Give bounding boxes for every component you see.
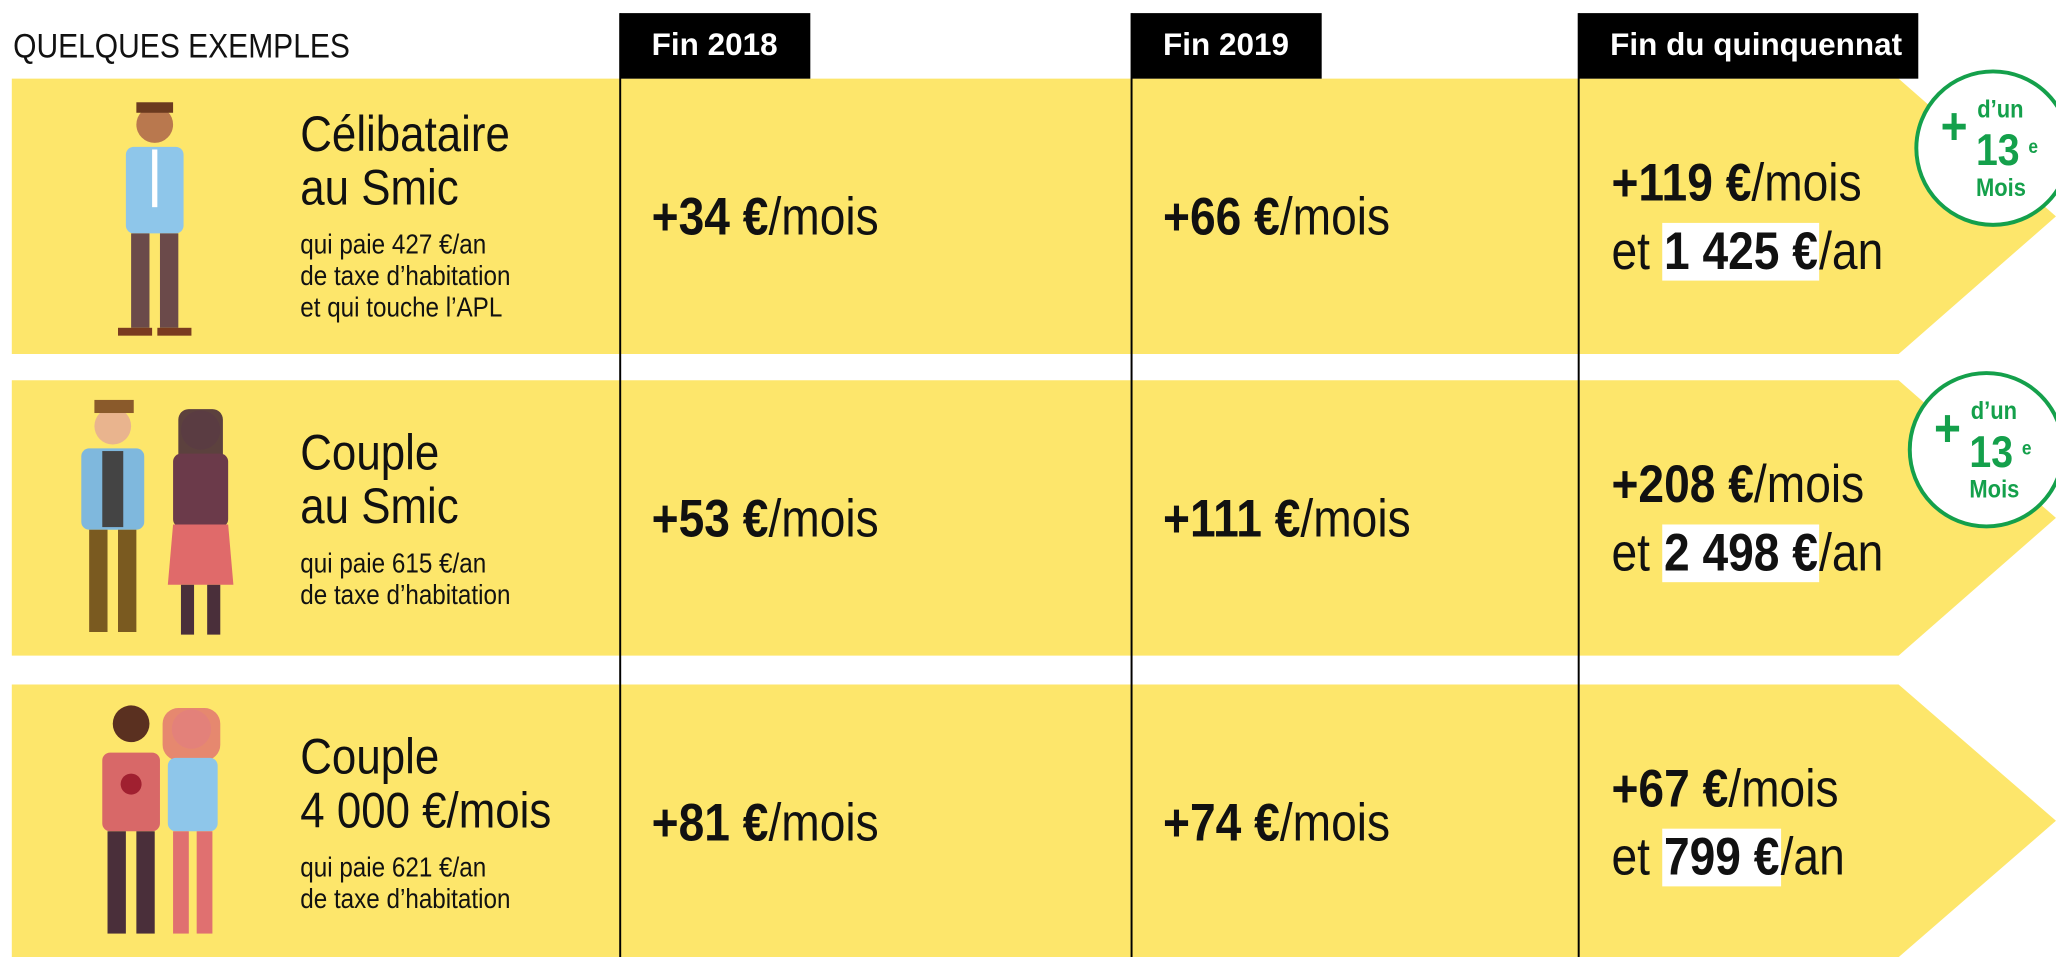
total-prefix: et — [1611, 223, 1649, 281]
gain-value: +66 €/mois — [1163, 191, 1390, 243]
total-prefix: et — [1611, 524, 1649, 582]
badge-bottom: Mois — [1976, 176, 2026, 201]
row-detail: de taxe d’habitation — [300, 263, 510, 291]
total-prefix: et — [1611, 829, 1649, 887]
total-amount: 2 498 € — [1663, 524, 1819, 582]
total-yearly: et 799 €/an — [1611, 831, 1844, 883]
total-unit: /an — [1781, 829, 1845, 887]
total-amount: +67 € — [1611, 760, 1728, 818]
badge-plus: + — [1941, 101, 1968, 153]
total-amount: +119 € — [1611, 155, 1751, 213]
badge-sup: e — [2022, 439, 2032, 459]
row-detail: de taxe d’habitation — [300, 582, 510, 610]
column-header: Fin du quinquennat — [1579, 13, 1919, 79]
total-amount: 799 € — [1663, 829, 1781, 887]
row-detail: qui paie 615 €/an — [300, 550, 486, 578]
gain-unit: /mois — [1300, 490, 1410, 548]
gain-value: +34 €/mois — [652, 191, 879, 243]
row-detail: qui paie 427 €/an — [300, 231, 486, 259]
gain-unit: /mois — [768, 189, 878, 247]
row-title: Couple — [300, 429, 439, 479]
badge-number: 13 — [1969, 430, 2013, 475]
stage: QUELQUES EXEMPLES Fin 2018 Fin 2019 Fin … — [0, 0, 2056, 957]
total-amount: +208 € — [1611, 456, 1753, 514]
column-header: Fin 2019 — [1132, 13, 1322, 79]
row-title: Célibataire — [300, 110, 510, 160]
gain-value: +53 €/mois — [652, 493, 879, 545]
badge-bottom: Mois — [1969, 478, 2019, 503]
row-title: Couple — [300, 733, 439, 783]
gain-amount: +81 € — [652, 795, 769, 853]
total-monthly: +208 €/mois — [1611, 459, 1864, 511]
badge-plus: + — [1934, 403, 1961, 455]
total-monthly: +119 €/mois — [1611, 157, 1861, 209]
gain-amount: +66 € — [1163, 189, 1280, 247]
gain-amount: +53 € — [652, 490, 769, 548]
total-unit: /an — [1819, 223, 1883, 281]
gain-amount: +74 € — [1163, 795, 1280, 853]
row-title: au Smic — [300, 164, 458, 214]
row-title: au Smic — [300, 483, 458, 533]
total-unit: /an — [1819, 524, 1883, 582]
row-detail: qui paie 621 €/an — [300, 854, 486, 882]
badge-top: d’un — [1971, 399, 2017, 424]
total-monthly: +67 €/mois — [1611, 763, 1838, 815]
total-unit: /mois — [1728, 760, 1838, 818]
gain-value: +74 €/mois — [1163, 797, 1390, 849]
row-detail: et qui touche l’APL — [300, 294, 502, 322]
gain-amount: +34 € — [652, 189, 769, 247]
badge-top: d’un — [1977, 98, 2023, 123]
total-yearly: et 2 498 €/an — [1611, 527, 1883, 579]
gain-unit: /mois — [768, 795, 878, 853]
gain-value: +111 €/mois — [1163, 493, 1411, 545]
total-unit: /mois — [1751, 155, 1861, 213]
gain-unit: /mois — [1280, 189, 1390, 247]
gain-unit: /mois — [768, 490, 878, 548]
total-yearly: et 1 425 €/an — [1611, 226, 1883, 278]
infographic: QUELQUES EXEMPLES Fin 2018 Fin 2019 Fin … — [0, 0, 2056, 957]
row-title: 4 000 €/mois — [300, 787, 551, 837]
total-amount: 1 425 € — [1663, 223, 1819, 281]
gain-amount: +111 € — [1163, 490, 1300, 548]
total-unit: /mois — [1754, 456, 1864, 514]
badge-number: 13 — [1976, 128, 2020, 173]
column-header: Fin 2018 — [620, 13, 810, 79]
gain-unit: /mois — [1280, 795, 1390, 853]
badge-sup: e — [2028, 137, 2038, 157]
row-detail: de taxe d’habitation — [300, 886, 510, 914]
gain-value: +81 €/mois — [652, 797, 879, 849]
section-title: QUELQUES EXEMPLES — [13, 29, 350, 63]
